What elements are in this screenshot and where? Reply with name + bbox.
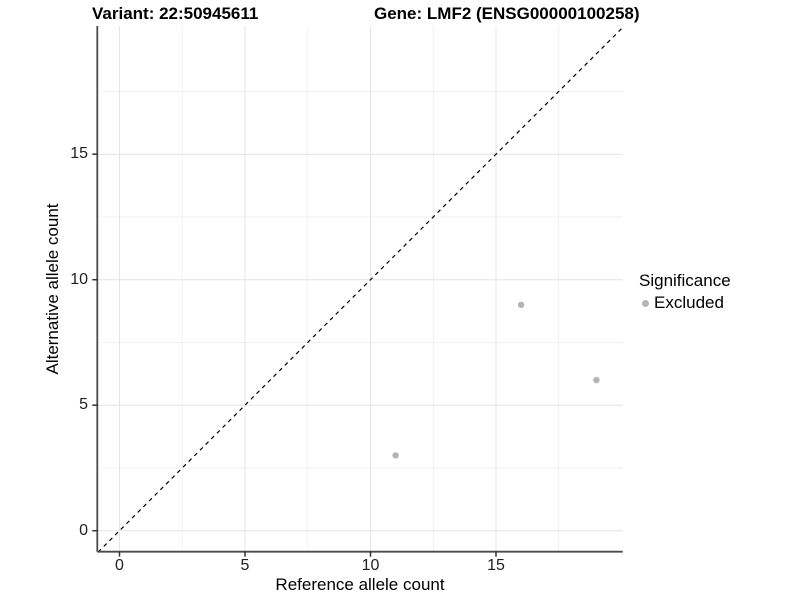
gene-title: Gene: LMF2 (ENSG00000100258) xyxy=(374,4,640,23)
y-tick-label: 5 xyxy=(79,396,88,414)
identity-line xyxy=(97,27,624,553)
legend-item-label: Excluded xyxy=(654,293,724,312)
x-tick-label: 15 xyxy=(487,557,505,574)
data-point xyxy=(517,301,525,308)
x-tick-label: 5 xyxy=(240,557,250,574)
data-point xyxy=(593,376,600,384)
x-tick-label: 0 xyxy=(115,557,124,574)
data-point xyxy=(392,452,399,459)
legend-title: Significance xyxy=(639,271,731,290)
y-tick-label: 0 xyxy=(79,521,88,539)
legend-item-excluded: Excluded xyxy=(639,293,731,313)
variant-title: Variant: 22:50945611 xyxy=(92,4,259,23)
y-axis-title: Alternative allele count xyxy=(43,203,62,375)
excluded-point-icon xyxy=(642,299,649,307)
y-tick-label: 15 xyxy=(70,145,88,163)
x-axis-title: Reference allele count xyxy=(275,575,445,594)
legend: Significance Excluded xyxy=(639,271,731,313)
x-tick-label: 10 xyxy=(361,557,380,574)
y-tick-label: 10 xyxy=(70,270,88,288)
